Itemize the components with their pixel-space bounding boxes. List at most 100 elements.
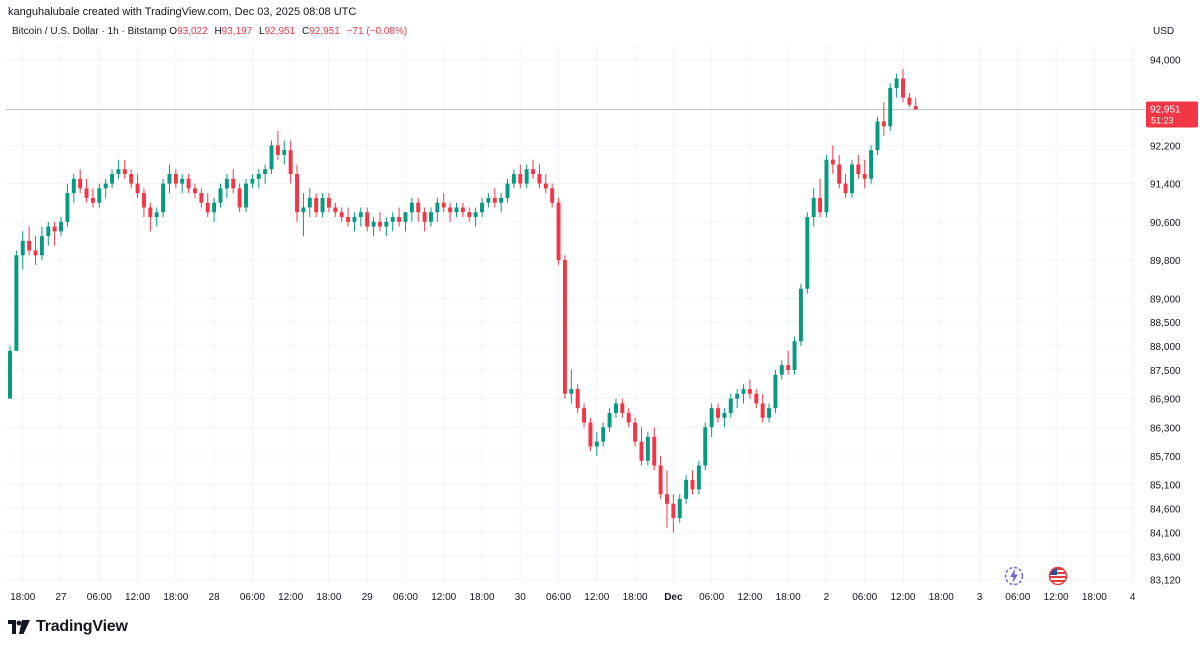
- candle-body: [665, 494, 669, 504]
- candle-body: [798, 288, 803, 342]
- candle-body: [652, 436, 657, 466]
- candle-body: [129, 174, 134, 184]
- x-tick-label: 18:00: [1082, 592, 1107, 603]
- candle-body: [582, 408, 587, 423]
- candle-body: [811, 197, 816, 218]
- us-flag-icon[interactable]: [1048, 566, 1068, 586]
- low-value: 92,951: [264, 26, 296, 37]
- y-tick-label: 84,100: [1150, 528, 1181, 539]
- candle-body: [244, 183, 248, 208]
- high-value: 93,197: [221, 26, 253, 37]
- candle-body: [747, 389, 752, 394]
- candle-body: [633, 422, 638, 442]
- y-tick-label: 85,100: [1150, 481, 1181, 492]
- candle-body: [71, 178, 76, 194]
- candle-body: [454, 207, 459, 213]
- candle-body: [429, 212, 433, 222]
- candle-body: [103, 183, 108, 189]
- candle-body: [518, 174, 523, 184]
- y-tick-label: 87,500: [1150, 366, 1181, 377]
- y-tick-label: 86,900: [1150, 395, 1181, 406]
- y-tick-label: 88,000: [1150, 342, 1181, 353]
- y-tick-label: 89,000: [1150, 294, 1181, 305]
- currency-label[interactable]: USD: [1153, 26, 1175, 37]
- candle-body: [901, 78, 905, 98]
- candle-body: [346, 217, 351, 222]
- candle-body: [180, 178, 185, 184]
- symbol-title: Bitcoin / U.S. Dollar · 1h · Bitstamp: [12, 26, 167, 37]
- x-tick-label: 29: [362, 592, 374, 603]
- tradingview-logo: TradingView: [8, 618, 128, 636]
- x-tick-label: 28: [209, 592, 221, 603]
- candle-body: [818, 197, 823, 213]
- x-tick-label: Dec: [664, 592, 683, 603]
- candle-body: [658, 465, 663, 495]
- candle-body: [218, 188, 223, 203]
- candle-body: [728, 398, 733, 413]
- x-tick-label: 06:00: [546, 592, 571, 603]
- x-tick-label: 18:00: [10, 592, 35, 603]
- candle-body: [894, 78, 899, 89]
- candle-body: [550, 188, 555, 203]
- candle-body: [837, 164, 842, 184]
- candle-body: [569, 389, 574, 394]
- candle-body: [613, 403, 618, 413]
- y-tick-label: 89,800: [1150, 256, 1181, 267]
- x-tick-label: 12:00: [278, 592, 303, 603]
- x-tick-label: 30: [515, 592, 527, 603]
- candle-body: [46, 226, 51, 237]
- y-tick-label: 85,700: [1150, 452, 1181, 463]
- candle-body: [435, 202, 440, 213]
- candle-body: [193, 188, 197, 194]
- candle-body: [282, 150, 287, 155]
- candle-body: [690, 479, 695, 490]
- candle-body: [148, 207, 153, 218]
- y-tick-label: 94,000: [1150, 55, 1181, 66]
- candle-body: [492, 197, 497, 203]
- y-tick-label: 83,600: [1150, 552, 1181, 563]
- x-tick-label: 12:00: [1044, 592, 1069, 603]
- candle-body: [843, 183, 848, 194]
- candle-body: [237, 188, 242, 208]
- candle-body: [696, 465, 701, 490]
- candle-body: [377, 221, 382, 227]
- candle-body: [760, 403, 765, 418]
- x-tick-label: 18:00: [316, 592, 341, 603]
- candle-body: [8, 350, 12, 399]
- candle-body: [339, 212, 344, 218]
- candle-body: [33, 250, 38, 256]
- candle-body: [830, 159, 835, 165]
- candle-body: [39, 236, 44, 256]
- x-tick-label: 06:00: [699, 592, 724, 603]
- candle-body: [110, 174, 115, 184]
- candle-body: [275, 145, 280, 155]
- candle-body: [14, 255, 19, 351]
- lightning-replay-icon[interactable]: [1004, 566, 1024, 586]
- candle-body: [416, 202, 421, 213]
- low-label: L: [259, 26, 265, 37]
- candle-body: [467, 212, 472, 218]
- candle-body: [59, 221, 64, 232]
- x-tick-label: 12:00: [584, 592, 609, 603]
- candle-body: [288, 150, 293, 175]
- candle-body: [805, 217, 810, 289]
- candle-body: [703, 427, 708, 466]
- candle-body: [849, 164, 854, 194]
- candle-body: [594, 441, 599, 447]
- candle-body: [741, 389, 746, 394]
- candle-body: [824, 159, 829, 213]
- x-tick-label: 27: [55, 592, 67, 603]
- candle-body: [671, 503, 676, 519]
- change-value: −71 (−0.08%): [346, 26, 408, 37]
- candle-body: [403, 212, 408, 222]
- x-tick-label: 18:00: [623, 592, 648, 603]
- candle-body: [365, 212, 370, 227]
- tradingview-logo-mark: [8, 620, 30, 634]
- candle-body: [52, 226, 57, 232]
- candle-body: [786, 365, 791, 370]
- candle-body: [537, 174, 542, 184]
- candle-body: [792, 341, 797, 370]
- candle-body: [301, 207, 306, 213]
- candle-body: [588, 422, 593, 447]
